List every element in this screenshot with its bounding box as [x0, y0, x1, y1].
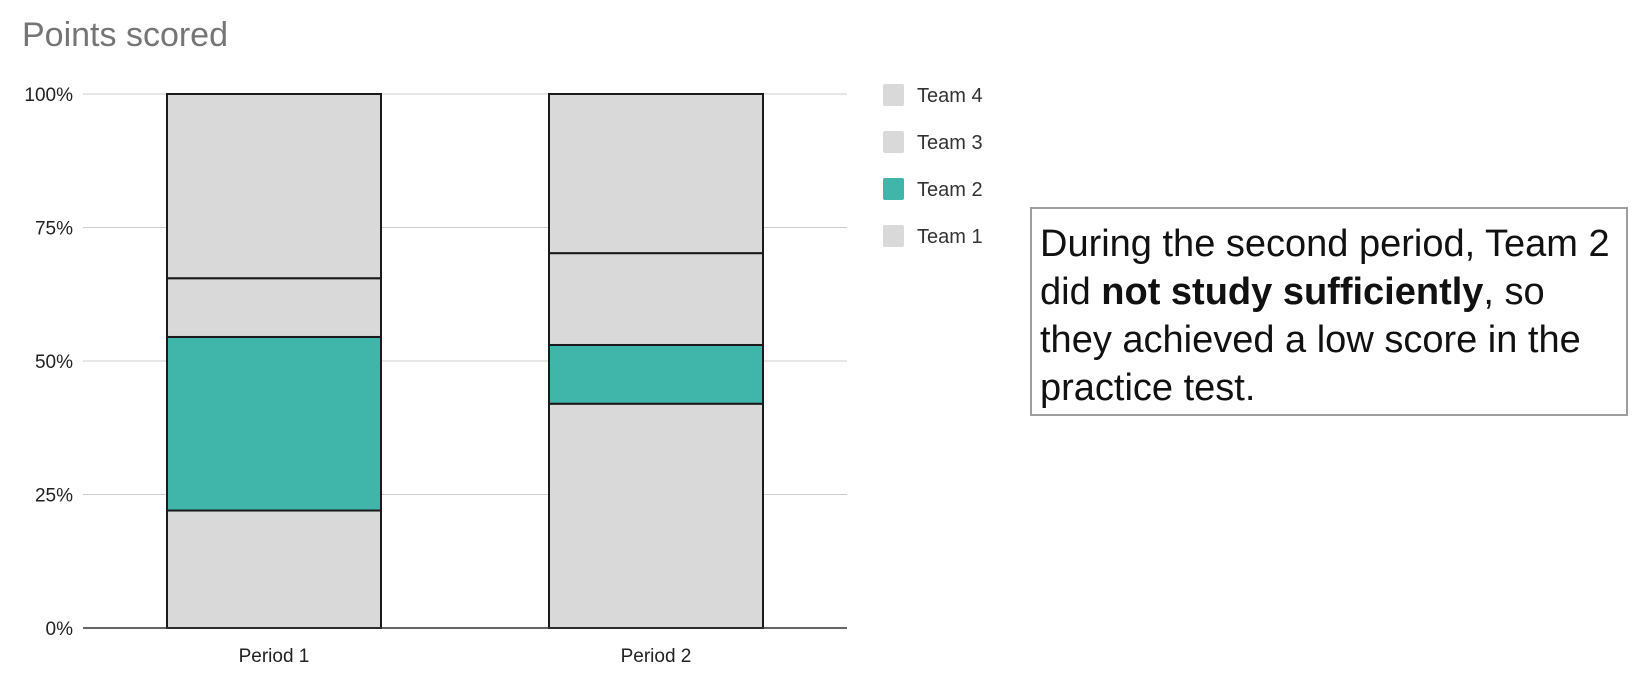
- bar-segment-team-2: [166, 335, 382, 512]
- y-tick-label: 25%: [35, 486, 73, 507]
- bar-segment-team-3: [166, 277, 382, 338]
- bars: [166, 93, 764, 629]
- y-tick-label: 0%: [46, 619, 74, 640]
- y-tick-label: 50%: [35, 352, 73, 373]
- legend-label: Team 4: [917, 85, 983, 107]
- bar-segment-team-1: [548, 402, 764, 629]
- y-tick-label: 100%: [24, 85, 73, 106]
- legend-swatch: [883, 84, 904, 106]
- legend-swatch: [883, 225, 904, 247]
- legend-label: Team 3: [917, 132, 983, 154]
- bar-segment-team-4: [166, 93, 382, 280]
- chart-title: Points scored: [22, 16, 228, 54]
- x-tick-label: Period 1: [239, 646, 310, 667]
- legend-label: Team 2: [917, 179, 983, 201]
- legend-swatch: [883, 131, 904, 153]
- bar-segment-team-3: [548, 252, 764, 346]
- y-tick-label: 75%: [35, 219, 73, 240]
- legend-swatch: [883, 178, 904, 200]
- legend-label: Team 1: [917, 226, 983, 248]
- bar-segment-team-1: [166, 509, 382, 629]
- bar-segment-team-2: [548, 343, 764, 405]
- annotation-callout: During the second period, Team 2 did not…: [1030, 207, 1628, 416]
- axes: 0% 25% 50% 75% 100% Period 1 Period 2: [24, 85, 847, 667]
- x-tick-label: Period 2: [621, 646, 692, 667]
- legend: Team 4 Team 3 Team 2 Team 1: [883, 84, 983, 248]
- annotation-text-part2: , so they achieved a low score in the pr…: [1040, 271, 1581, 409]
- annotation-emphasis: not study sufficiently: [1101, 271, 1484, 313]
- annotation-text-part1: During the second period, Team 2 did: [1040, 223, 1610, 313]
- bar-segment-team-4: [548, 93, 764, 255]
